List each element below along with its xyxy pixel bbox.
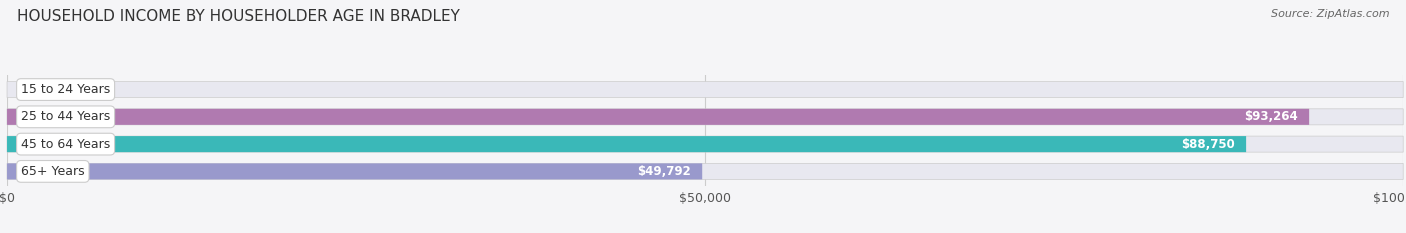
Text: $88,750: $88,750 bbox=[1181, 138, 1234, 151]
Text: $49,792: $49,792 bbox=[637, 165, 690, 178]
FancyBboxPatch shape bbox=[7, 109, 1309, 125]
Text: 65+ Years: 65+ Years bbox=[21, 165, 84, 178]
FancyBboxPatch shape bbox=[7, 163, 1403, 179]
Text: 15 to 24 Years: 15 to 24 Years bbox=[21, 83, 110, 96]
FancyBboxPatch shape bbox=[7, 136, 1403, 152]
Text: 25 to 44 Years: 25 to 44 Years bbox=[21, 110, 110, 123]
FancyBboxPatch shape bbox=[7, 109, 1403, 125]
Text: HOUSEHOLD INCOME BY HOUSEHOLDER AGE IN BRADLEY: HOUSEHOLD INCOME BY HOUSEHOLDER AGE IN B… bbox=[17, 9, 460, 24]
Text: Source: ZipAtlas.com: Source: ZipAtlas.com bbox=[1271, 9, 1389, 19]
Text: 45 to 64 Years: 45 to 64 Years bbox=[21, 138, 110, 151]
Text: $93,264: $93,264 bbox=[1244, 110, 1298, 123]
FancyBboxPatch shape bbox=[7, 82, 1403, 98]
Text: $0: $0 bbox=[24, 83, 38, 96]
FancyBboxPatch shape bbox=[7, 163, 702, 179]
FancyBboxPatch shape bbox=[7, 136, 1246, 152]
